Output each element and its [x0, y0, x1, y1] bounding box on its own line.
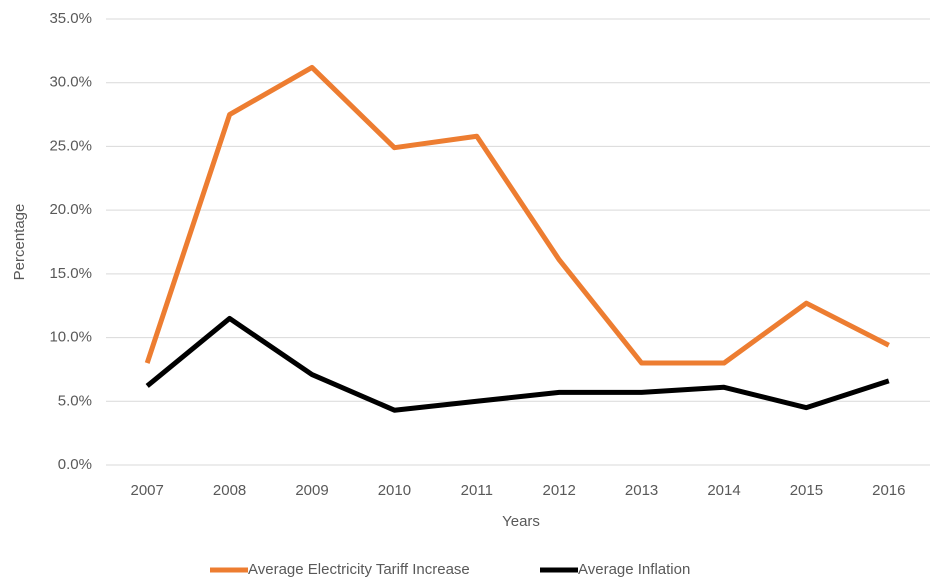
x-tick-label: 2009: [295, 482, 328, 499]
x-tick-label: 2013: [625, 482, 658, 499]
x-tick-label: 2011: [461, 482, 493, 499]
y-tick-label: 0.0%: [58, 456, 92, 473]
y-tick-label: 35.0%: [49, 10, 92, 27]
x-tick-label: 2015: [790, 482, 823, 499]
y-tick-label: 25.0%: [49, 137, 92, 154]
x-tick-label: 2008: [213, 482, 246, 499]
y-tick-label: 10.0%: [49, 329, 92, 346]
y-tick-label: 30.0%: [49, 74, 92, 91]
y-axis-label: Percentage: [11, 204, 28, 281]
x-tick-label: 2016: [872, 482, 905, 499]
x-tick-label: 2014: [707, 482, 740, 499]
x-tick-label: 2012: [543, 482, 576, 499]
y-tick-label: 20.0%: [49, 201, 92, 218]
y-tick-label: 5.0%: [58, 392, 92, 409]
line-series: [144, 64, 890, 366]
x-tick-label: 2007: [131, 482, 164, 499]
x-tick-label: 2010: [378, 482, 411, 499]
y-tick-label: 15.0%: [49, 265, 92, 282]
legend-label: Average Inflation: [578, 561, 690, 578]
x-axis-label: Years: [502, 513, 540, 530]
legend-label: Average Electricity Tariff Increase: [248, 561, 470, 578]
line-series: [145, 315, 890, 413]
